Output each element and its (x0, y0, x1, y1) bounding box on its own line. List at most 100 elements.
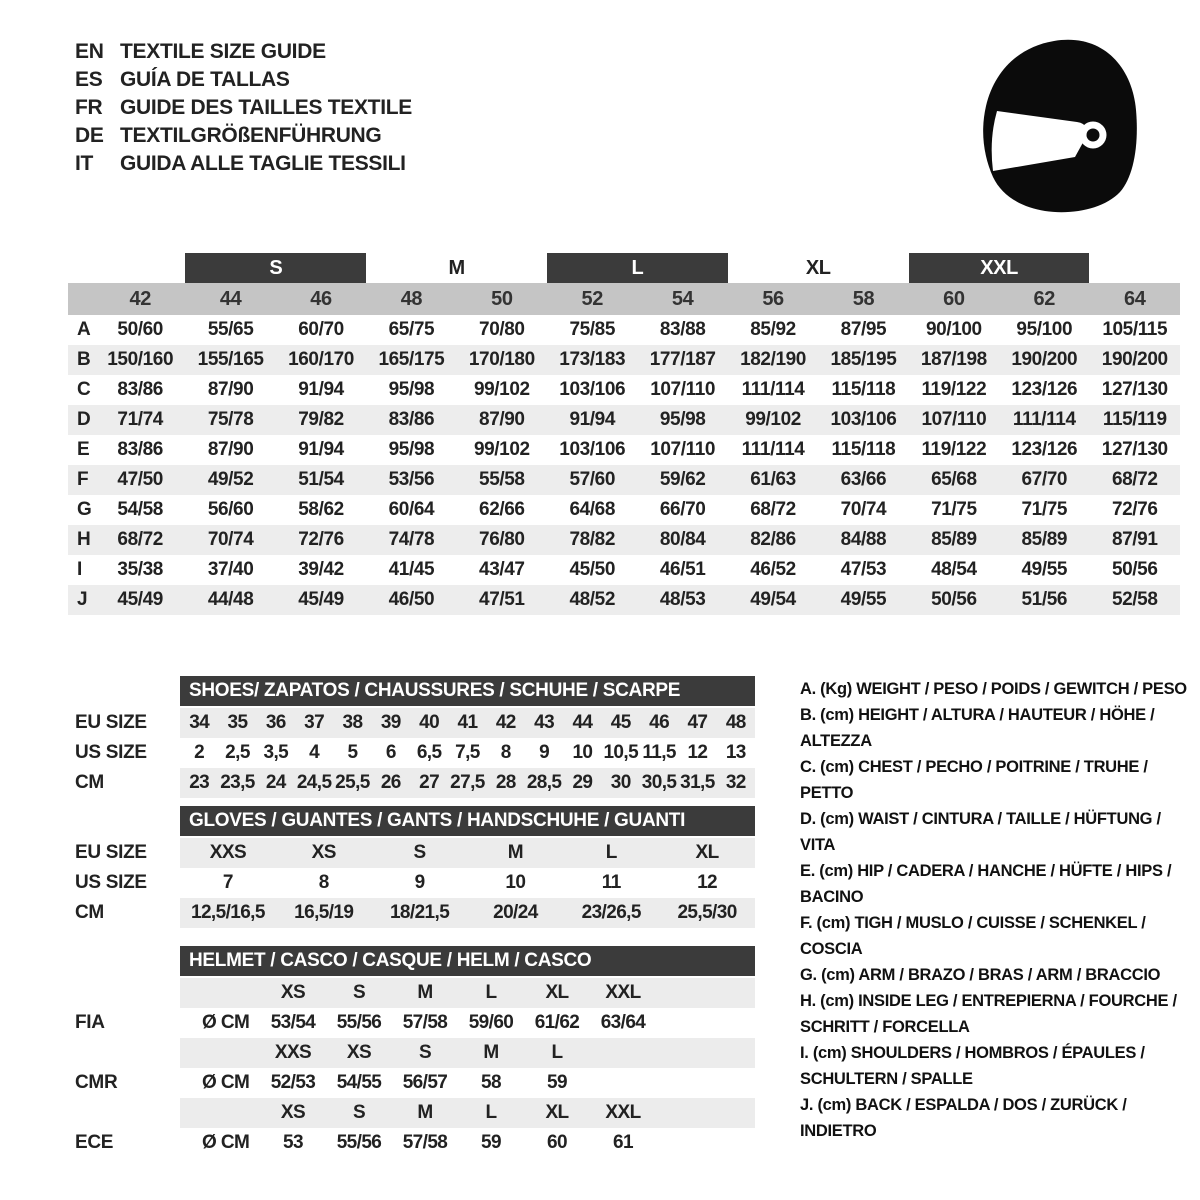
helmet-row-filler (656, 1038, 755, 1068)
size-value: 83/88 (659, 319, 706, 340)
size-value: 95/98 (388, 379, 435, 400)
shoe-size-value: 28 (486, 768, 525, 798)
shoe-size-value: 10,5 (603, 742, 639, 763)
size-value: 44/48 (185, 585, 276, 615)
helmet-size-table: XS S M L XL XXL Ø CM 53/54 55/56 57/58 59/60 61/62 6… (180, 978, 755, 1158)
size-column-56: 56 (727, 283, 819, 315)
helmet-size-value: XS (260, 1098, 326, 1128)
size-value: 48/53 (637, 585, 728, 615)
measure-letter: F (68, 465, 95, 495)
size-band-xxl: XXL (908, 253, 1090, 283)
measure-letter: I (77, 559, 82, 580)
helmet-size-value: XXS (260, 1038, 326, 1068)
size-value: 62/66 (479, 499, 525, 520)
shoe-size-value: 45 (601, 708, 640, 738)
helmet-title-bar: HELMET / CASCO / CASQUE / HELM / CASCO (180, 946, 755, 976)
size-value: 123/126 (1011, 439, 1078, 460)
size-value: 56/60 (207, 499, 254, 520)
helmet-size-value: 60 (547, 1132, 568, 1153)
size-value: 111/114 (741, 439, 805, 460)
size-value: 103/106 (818, 405, 909, 435)
shoe-size-row-label: CM (75, 772, 104, 793)
glove-size-value: S (371, 838, 468, 868)
helmet-standard-label-ece: ECE (75, 1132, 114, 1153)
shoe-size-value: 26 (371, 768, 410, 798)
helmet-size-block: HELMET / CASCO / CASQUE / HELM / CASCO X… (68, 946, 758, 1161)
glove-size-row: 12,5/16,5 16,5/19 18/21,5 20/24 23/26,5 25,5/… (180, 898, 755, 928)
size-value: 103/106 (559, 439, 626, 460)
size-value: 57/60 (547, 465, 638, 495)
shoe-size-value: 35 (218, 708, 257, 738)
size-value: 35/38 (117, 559, 163, 580)
legend-item: I. (cm) SHOULDERS / HOMBROS / ÉPAULES / … (800, 1044, 1145, 1088)
glove-size-value: 12 (697, 872, 718, 893)
size-column-50: 50 (456, 283, 548, 315)
size-value: 48/54 (931, 559, 977, 580)
helmet-size-value (590, 1068, 656, 1098)
size-value: 91/94 (298, 379, 344, 400)
size-value: 95/98 (637, 405, 728, 435)
shoes-size-block: SHOES/ ZAPATOS / CHAUSSURES / SCHUHE / S… (68, 676, 758, 801)
helmet-size-value: 59 (481, 1132, 502, 1153)
size-value: 87/90 (207, 379, 254, 400)
shoe-size-value: 39 (371, 708, 410, 738)
helmet-size-value: 61/62 (534, 1012, 580, 1033)
shoe-size-value: 27 (409, 768, 449, 798)
language-title-row: DE TEXTILGRÖßENFÜHRUNG (75, 122, 412, 150)
helmet-size-value: 61 (613, 1132, 634, 1153)
size-value: 67/70 (999, 465, 1090, 495)
shoe-size-value: 28,5 (524, 768, 564, 798)
size-value: 60/64 (388, 499, 435, 520)
shoe-size-value: 24 (256, 768, 295, 798)
shoe-size-value: 4 (309, 742, 320, 763)
size-value: 119/122 (921, 439, 987, 460)
size-value: 123/126 (1011, 379, 1078, 400)
glove-size-value: 25,5/30 (659, 898, 755, 928)
shoe-size-value: 43 (524, 708, 564, 738)
shoe-size-value: 27,5 (448, 768, 487, 798)
helmet-size-value: 63/64 (600, 1012, 646, 1033)
measure-row-h: H 68/72 70/74 72/76 74/78 76/80 78/82 80/84 82/8… (68, 525, 1180, 555)
helmet-row-spacer (180, 1098, 260, 1128)
size-value: 103/106 (559, 379, 626, 400)
size-value: 87/90 (456, 405, 548, 435)
size-value: 107/110 (650, 379, 716, 400)
legend-item: F. (cm) TIGH / MUSLO / CUISSE / SCHENKEL… (800, 914, 1146, 958)
language-title-row: FR GUIDE DES TAILLES TEXTILE (75, 94, 412, 122)
shoe-size-value: 46 (639, 708, 679, 738)
helmet-size-value: XS (260, 978, 326, 1008)
helmet-standard-label-fia: FIA (75, 1012, 105, 1033)
glove-size-value: 11 (601, 872, 621, 893)
helmet-size-row: XS S M L XL XXL (180, 1098, 755, 1128)
size-column-54: 54 (637, 283, 728, 315)
shoe-size-value: 23,5 (218, 768, 257, 798)
shoe-size-row: 34 35 36 37 38 39 40 41 42 43 44 45 46 47 48 (180, 708, 755, 738)
size-value: 55/65 (207, 319, 254, 340)
measure-letter: A (77, 319, 91, 340)
size-column-44: 44 (185, 283, 276, 315)
shoe-size-value: 44 (563, 708, 602, 738)
shoe-size-row: 2 2,5 3,5 4 5 6 6,5 7,5 8 9 10 10,5 11,5 12 13 (180, 738, 755, 768)
size-value: 64/68 (569, 499, 615, 520)
size-value: 127/130 (1101, 439, 1168, 460)
size-value: 190/200 (1089, 345, 1180, 375)
shoe-size-value: 6,5 (416, 742, 442, 763)
shoe-size-row: 23 23,5 24 24,5 25,5 26 27 27,5 28 28,5 29 30 30,5 31… (180, 768, 755, 798)
gloves-title-bar: GLOVES / GUANTES / GANTS / HANDSCHUHE / … (180, 806, 755, 836)
shoe-size-value: 42 (486, 708, 525, 738)
helmet-size-value: 55/56 (336, 1012, 382, 1033)
size-value: 99/102 (473, 379, 530, 400)
measure-letter: D (68, 405, 95, 435)
glove-size-row: XXS XS S M L XL (180, 838, 755, 868)
size-column-46: 46 (275, 283, 367, 315)
shoe-size-row-label: EU SIZE (75, 712, 147, 733)
size-value: 85/92 (750, 319, 796, 340)
legend-item: C. (cm) CHEST / PECHO / POITRINE / TRUHE… (800, 758, 1148, 802)
shoe-size-value: 7,5 (455, 742, 480, 763)
diameter-cm-label: Ø CM (202, 1012, 250, 1033)
size-value: 50/60 (117, 319, 163, 340)
size-value: 107/110 (650, 439, 716, 460)
size-value: 49/52 (185, 465, 276, 495)
measure-row-g: G 54/58 56/60 58/62 60/64 62/66 64/68 66/70 68/7… (68, 495, 1180, 525)
